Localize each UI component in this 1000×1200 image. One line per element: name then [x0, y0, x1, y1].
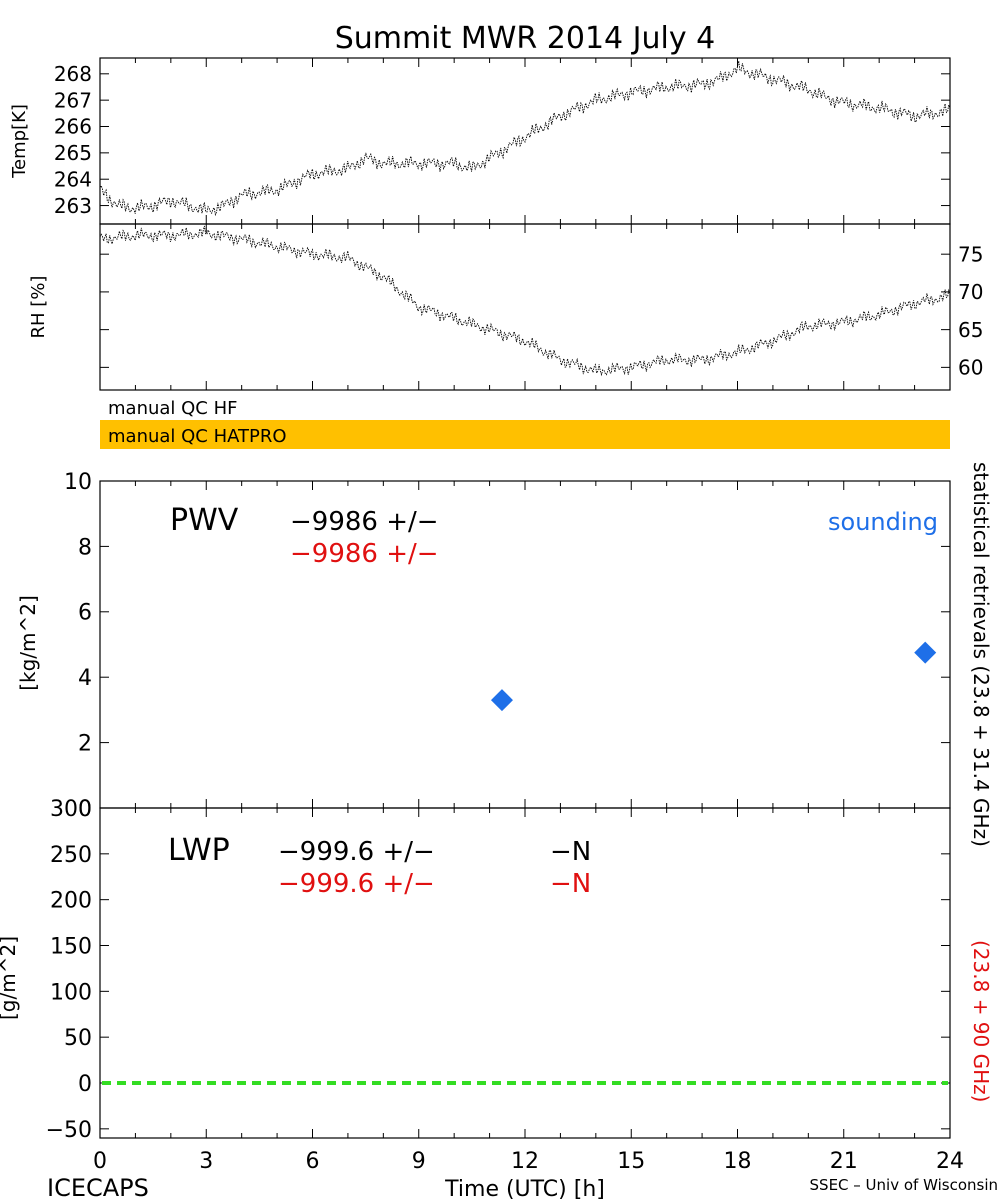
sounding-legend-label: sounding [828, 508, 938, 536]
y-tick-label: 4 [78, 666, 92, 691]
y-tick-label: 267 [54, 88, 92, 112]
footer-left: ICECAPS [47, 1174, 149, 1200]
qc-hf-label: manual QC HF [108, 398, 237, 419]
lwp-panel: −50 0 50 100 150 200 250 300 [g/m^2] LWP −999.6… [0, 797, 951, 1143]
pwv-label: PWV [170, 503, 239, 538]
rh-ylabel: RH [%] [28, 276, 49, 339]
rh-yticks: 60 65 70 75 [100, 242, 983, 380]
y-tick-label: −50 [46, 1118, 92, 1143]
lwp-black-n: −N [550, 837, 591, 867]
y-tick-label: 250 [50, 843, 92, 868]
rh-frame [99, 223, 951, 391]
y-tick-label: 2 [78, 732, 92, 757]
lwp-black-text: −999.6 +/− [278, 837, 435, 867]
y-tick-label: 70 [958, 280, 983, 304]
temp-xticks [99, 58, 951, 224]
sounding-point [914, 641, 937, 664]
x-tick-label: 24 [936, 1149, 964, 1174]
rh-series-line [99, 225, 951, 377]
x-tick-label: 18 [724, 1149, 752, 1174]
right-label-black: statistical retrievals (23.8 + 31.4 GHz) [969, 462, 993, 847]
y-tick-label: 150 [50, 934, 92, 959]
y-tick-label: 100 [50, 980, 92, 1005]
lwp-red-n: −N [550, 869, 591, 899]
lwp-yticks: −50 0 50 100 150 200 250 300 [46, 797, 950, 1143]
x-tick-label: 0 [93, 1149, 107, 1174]
y-tick-label: 266 [54, 115, 92, 139]
pwv-red-text: −9986 +/− [290, 539, 439, 569]
right-label-red: (23.8 + 90 GHz) [969, 940, 993, 1102]
pwv-xticks [99, 481, 951, 808]
rh-xticks [99, 224, 951, 390]
sounding-point [490, 689, 513, 712]
y-tick-label: 10 [64, 470, 92, 495]
x-tick-label: 3 [199, 1149, 213, 1174]
qc-hatpro-label: manual QC HATPRO [108, 426, 287, 447]
y-tick-label: 65 [958, 318, 983, 342]
y-tick-label: 0 [78, 797, 92, 822]
y-tick-label: 200 [50, 889, 92, 914]
x-tick-label: 6 [306, 1149, 320, 1174]
x-axis-label: Time (UTC) [h] [444, 1177, 605, 1200]
pwv-panel: 0 2 4 6 8 10 [kg/m^2] PWV −9986 +/− −9986 +/−… [16, 470, 951, 822]
y-tick-label: 6 [78, 601, 92, 626]
lwp-label: LWP [168, 833, 230, 868]
rh-panel: 60 65 70 75 RH [%] [28, 223, 983, 391]
y-tick-label: 75 [958, 242, 983, 266]
x-tick-label: 21 [830, 1149, 858, 1174]
lwp-red-text: −999.6 +/− [278, 869, 435, 899]
y-tick-label: 265 [54, 141, 92, 165]
qc-bars: manual QC HF manual QC HATPRO [100, 398, 950, 449]
temp-frame [99, 57, 951, 225]
y-tick-label: 263 [54, 194, 92, 218]
pwv-black-text: −9986 +/− [290, 507, 439, 537]
pwv-ylabel: [kg/m^2] [16, 595, 40, 691]
qc-hatpro-bar [100, 420, 950, 449]
x-tick-labels: 0 3 6 9 12 15 18 21 24 [93, 1149, 964, 1174]
footer-right: SSEC – Univ of Wisconsin [810, 1176, 998, 1194]
figure-title: Summit MWR 2014 July 4 [335, 21, 716, 56]
x-tick-label: 12 [511, 1149, 539, 1174]
y-tick-label: 8 [78, 535, 92, 560]
y-tick-label: 300 [50, 797, 92, 822]
temp-ylabel: Temp[K] [9, 104, 30, 179]
y-tick-label: 0 [78, 1072, 92, 1097]
y-tick-label: 268 [54, 62, 92, 86]
y-tick-label: 264 [54, 167, 92, 191]
x-tick-label: 9 [412, 1149, 426, 1174]
y-tick-label: 50 [64, 1026, 92, 1051]
pwv-points [490, 641, 937, 712]
y-tick-label: 60 [958, 356, 983, 380]
pwv-yticks: 0 2 4 6 8 10 [64, 470, 950, 822]
lwp-ylabel: [g/m^2] [0, 936, 20, 1020]
lwp-xticks [99, 808, 951, 1138]
x-tick-label: 15 [617, 1149, 645, 1174]
temp-series-line [99, 60, 951, 217]
